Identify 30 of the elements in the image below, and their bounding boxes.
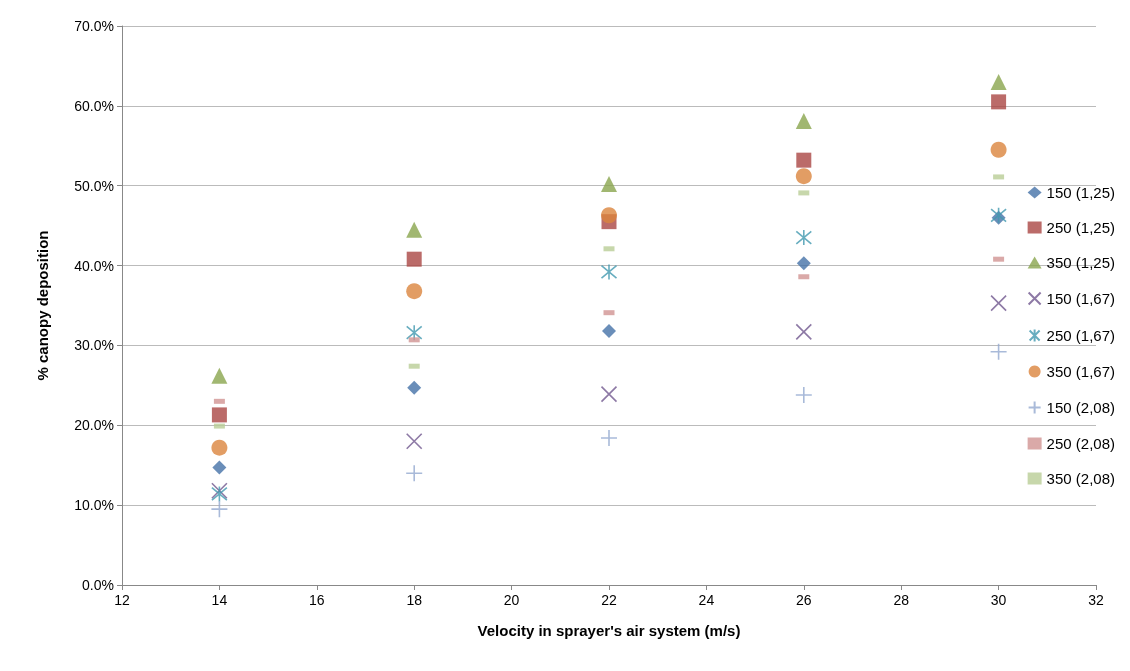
x-tick-label: 30 (990, 592, 1007, 608)
x-tick-label: 32 (1088, 592, 1104, 608)
y-tick-label: 10.0% (74, 497, 114, 514)
y-tick-label: 20.0% (74, 417, 114, 434)
legend-label: 150 (1,25) (1046, 184, 1116, 201)
y-tick-label: 50.0% (74, 177, 114, 194)
legend-label: 150 (1,67) (1046, 290, 1116, 307)
x-tick-label: 26 (796, 592, 812, 608)
y-tick-label: 40.0% (74, 257, 114, 274)
y-axis-title: % canopy deposition (34, 230, 51, 381)
x-axis-title: Velocity in sprayer's air system (m/s) (477, 622, 741, 639)
x-tick-label: 12 (114, 592, 130, 608)
legend-label: 150 (2,08) (1046, 399, 1116, 416)
x-tick-label: 24 (698, 592, 715, 608)
y-tick-label: 70.0% (74, 18, 114, 34)
x-tick-label: 14 (211, 592, 228, 608)
legend-label: 250 (1,25) (1046, 219, 1116, 236)
x-tick-label: 28 (893, 592, 910, 608)
y-tick-label: 0.0% (82, 577, 114, 593)
x-tick-label: 22 (601, 592, 617, 608)
legend-label: 350 (1,67) (1046, 363, 1116, 380)
x-tick-label: 18 (406, 592, 423, 608)
y-tick-label: 30.0% (74, 337, 114, 354)
y-tick-label: 60.0% (74, 97, 114, 114)
x-tick-label: 16 (309, 592, 325, 608)
legend-label: 350 (1,25) (1046, 254, 1116, 271)
legend-label: 250 (1,67) (1046, 327, 1116, 344)
legend-label: 350 (2,08) (1046, 470, 1116, 487)
x-tick-label: 20 (503, 592, 520, 608)
legend-label: 250 (2,08) (1046, 435, 1116, 452)
